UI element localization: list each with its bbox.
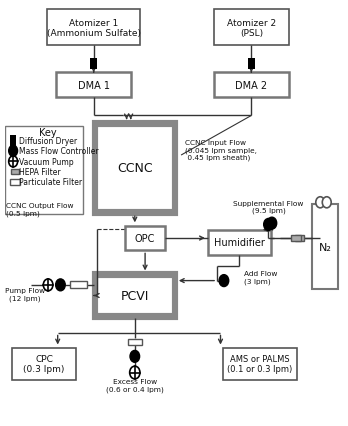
- Bar: [125, 226, 165, 251]
- Circle shape: [267, 218, 277, 230]
- Bar: [47, 10, 140, 46]
- Text: OPC: OPC: [135, 233, 155, 244]
- Text: Atomizer 1
(Ammonium Sulfate): Atomizer 1 (Ammonium Sulfate): [47, 19, 141, 38]
- Text: Diffusion Dryer: Diffusion Dryer: [19, 137, 78, 146]
- Text: PCVI: PCVI: [121, 289, 149, 302]
- Circle shape: [9, 156, 18, 167]
- Bar: [247, 59, 255, 70]
- Text: CCNC Input Flow
(0.045 lpm sample,
 0.45 lpm sheath): CCNC Input Flow (0.045 lpm sample, 0.45 …: [184, 140, 256, 161]
- Text: Pump Flow
(12 lpm): Pump Flow (12 lpm): [5, 288, 45, 301]
- Text: Atomizer 2
(PSL): Atomizer 2 (PSL): [227, 19, 276, 38]
- Bar: [70, 282, 87, 288]
- Text: CCNC: CCNC: [117, 162, 153, 175]
- Text: Supplemental Flow
(9.5 lpm): Supplemental Flow (9.5 lpm): [233, 200, 304, 214]
- Circle shape: [43, 279, 53, 291]
- Circle shape: [264, 219, 273, 231]
- Bar: [214, 10, 289, 46]
- Text: DMA 2: DMA 2: [235, 81, 267, 91]
- Bar: [90, 59, 97, 70]
- Bar: [214, 73, 289, 98]
- Bar: [291, 236, 301, 242]
- Text: Mass Flow Controller: Mass Flow Controller: [19, 147, 99, 156]
- Bar: [294, 236, 304, 242]
- Text: Add Flow
(3 lpm): Add Flow (3 lpm): [245, 271, 278, 284]
- Text: Key: Key: [39, 128, 56, 138]
- Bar: [94, 123, 176, 214]
- Circle shape: [316, 197, 325, 208]
- Circle shape: [56, 279, 65, 291]
- Bar: [56, 73, 132, 98]
- Text: CCNC Output Flow
(0.5 lpm): CCNC Output Flow (0.5 lpm): [6, 203, 74, 216]
- Text: Vacuum Pump: Vacuum Pump: [19, 158, 74, 167]
- Text: AMS or PALMS
(0.1 or 0.3 lpm): AMS or PALMS (0.1 or 0.3 lpm): [227, 354, 293, 374]
- Bar: [10, 180, 20, 185]
- Bar: [96, 276, 174, 316]
- Bar: [10, 135, 16, 148]
- Bar: [208, 230, 271, 255]
- Circle shape: [219, 275, 229, 287]
- Bar: [223, 348, 297, 380]
- Text: Particulate Filter: Particulate Filter: [19, 178, 82, 187]
- Text: Excess Flow
(0.6 or 0.4 lpm): Excess Flow (0.6 or 0.4 lpm): [106, 378, 164, 391]
- Circle shape: [130, 366, 140, 379]
- Bar: [94, 273, 176, 318]
- Bar: [10, 170, 19, 175]
- Bar: [6, 127, 82, 214]
- Bar: [12, 348, 76, 380]
- Circle shape: [130, 351, 140, 363]
- Bar: [96, 125, 174, 212]
- Bar: [312, 204, 338, 289]
- Circle shape: [322, 197, 331, 208]
- Text: Humidifier: Humidifier: [214, 238, 265, 248]
- Circle shape: [9, 146, 18, 157]
- Text: CPC
(0.3 lpm): CPC (0.3 lpm): [23, 354, 65, 374]
- Text: DMA 1: DMA 1: [78, 81, 110, 91]
- Text: HEPA Filter: HEPA Filter: [19, 168, 61, 177]
- Bar: [128, 339, 142, 345]
- Text: N₂: N₂: [318, 242, 331, 252]
